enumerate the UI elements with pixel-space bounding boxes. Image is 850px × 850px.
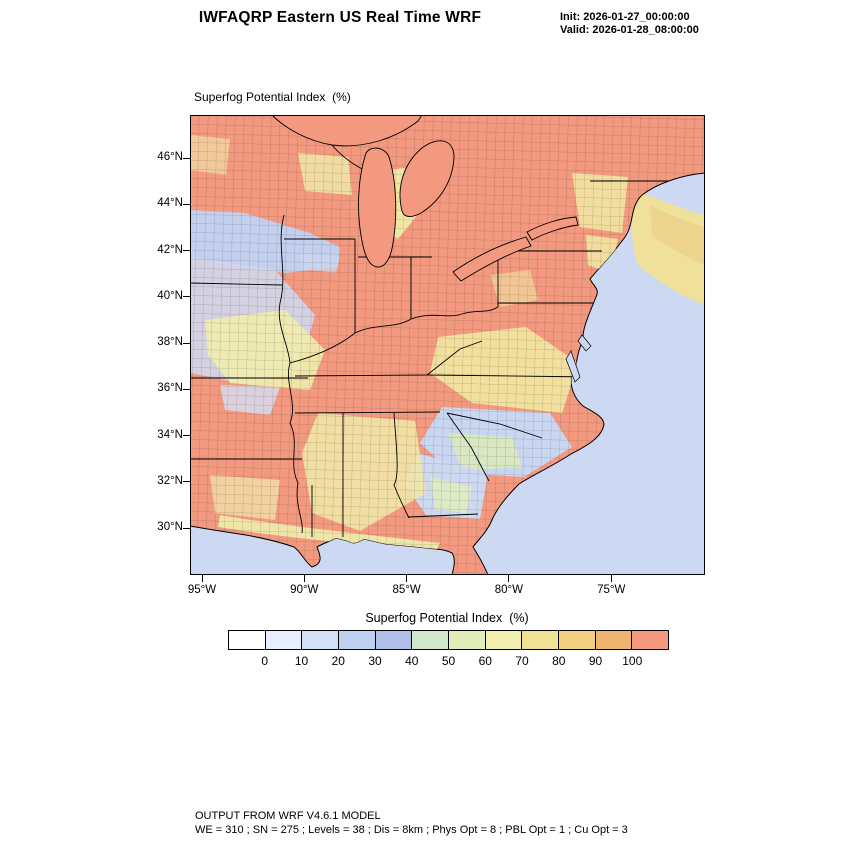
lat-tick-mark: [183, 250, 190, 251]
model-times: Init: 2026-01-27_00:00:00 Valid: 2026-01…: [560, 11, 699, 37]
footer-model-line: OUTPUT FROM WRF V4.6.1 MODEL: [195, 810, 381, 822]
field-label: Superfog Potential Index (%): [194, 90, 351, 104]
lat-tick-mark: [183, 388, 190, 390]
lat-tick-mark: [183, 296, 190, 298]
delaware-bay: [577, 334, 592, 352]
lon-tick-label: 90°W: [290, 584, 319, 596]
lon-tick-label: 95°W: [187, 584, 217, 596]
colorbar-cell: [631, 631, 669, 649]
colorbar-cell: [484, 631, 522, 649]
offshore-orange-patch: [650, 205, 705, 265]
lat-tick-mark: [183, 203, 190, 205]
lat-tick-label: 38°N: [157, 336, 183, 348]
lat-tick-mark: [183, 342, 190, 344]
lon-tick-label: 85°W: [392, 584, 421, 596]
colorbar-cell: [594, 631, 632, 649]
map-plot: [190, 115, 705, 575]
colorbar-cell: [338, 631, 375, 649]
superfog-map-canvas: [190, 115, 705, 575]
colorbar-title: Superfog Potential Index (%): [365, 611, 529, 625]
colorbar-tick-label: 70: [515, 654, 529, 668]
valid-time-label: Valid: 2026-01-28_08:00:00: [560, 24, 699, 36]
lon-tick-label: 75°W: [597, 584, 626, 596]
lat-tick-label: 30°N: [157, 521, 183, 533]
lake-michigan: [358, 147, 397, 268]
lat-tick-label: 46°N: [157, 151, 183, 163]
lat-tick-mark: [183, 435, 190, 436]
colorbar-tick-label: 50: [441, 654, 456, 668]
chesapeake-bay: [565, 350, 581, 383]
colorbar-cell: [374, 631, 412, 649]
colorbar-cell: [521, 631, 559, 649]
lat-tick-mark: [183, 157, 190, 159]
colorbar-cell: [411, 631, 449, 649]
lon-tick-label: 80°W: [494, 584, 524, 596]
page-title: IWFAQRP Eastern US Real Time WRF: [198, 9, 482, 26]
lake-huron: [399, 140, 455, 217]
lake-superior: [271, 115, 423, 147]
colorbar-cell: [301, 631, 339, 649]
colorbar-tick-label: 30: [368, 654, 382, 668]
lon-tick-mark: [406, 575, 408, 582]
lon-tick-mark: [508, 575, 510, 582]
colorbar: [228, 630, 669, 650]
colorbar-tick-labels: 0 10 20 30 40 50 60 70 80 90 100: [228, 654, 669, 668]
lon-tick-mark: [303, 575, 305, 582]
colorbar-tick-label: 20: [331, 654, 345, 668]
colorbar-cell: [264, 631, 302, 649]
colorbar-tick-label: 40: [405, 654, 419, 668]
colorbar-cell: [229, 631, 265, 649]
lat-tick-label: 42°N: [157, 243, 183, 256]
lake-ontario: [526, 216, 579, 241]
colorbar-tick-label: 100: [622, 654, 643, 668]
lat-tick-label: 34°N: [157, 428, 183, 441]
colorbar-tick-label: 10: [294, 654, 309, 668]
lon-tick-mark: [201, 575, 203, 582]
colorbar-cell: [558, 631, 595, 649]
footer-config-line: WE = 310 ; SN = 275 ; Levels = 38 ; Dis …: [195, 823, 628, 836]
init-time-label: Init: 2026-01-27_00:00:00: [560, 11, 690, 23]
colorbar-cell: [448, 631, 485, 649]
footer-notes: OUTPUT FROM WRF V4.6.1 MODEL WE = 310 ; …: [195, 810, 628, 837]
lake-erie: [452, 236, 532, 282]
lat-tick-mark: [183, 481, 190, 483]
lon-tick-mark: [610, 575, 612, 582]
colorbar-tick-label: 60: [478, 654, 492, 668]
lat-tick-label: 36°N: [157, 382, 183, 395]
lat-tick-label: 44°N: [157, 197, 183, 210]
colorbar-tick-label: 80: [552, 654, 566, 668]
map-frame: [190, 115, 705, 575]
lat-tick-mark: [183, 527, 190, 529]
colorbar-tick-label: 90: [588, 654, 603, 668]
colorbar-tick-label: 0: [261, 654, 269, 668]
lat-tick-label: 32°N: [157, 474, 183, 487]
lat-tick-label: 40°N: [157, 289, 183, 302]
offshore-yellow-patch: [631, 190, 705, 305]
